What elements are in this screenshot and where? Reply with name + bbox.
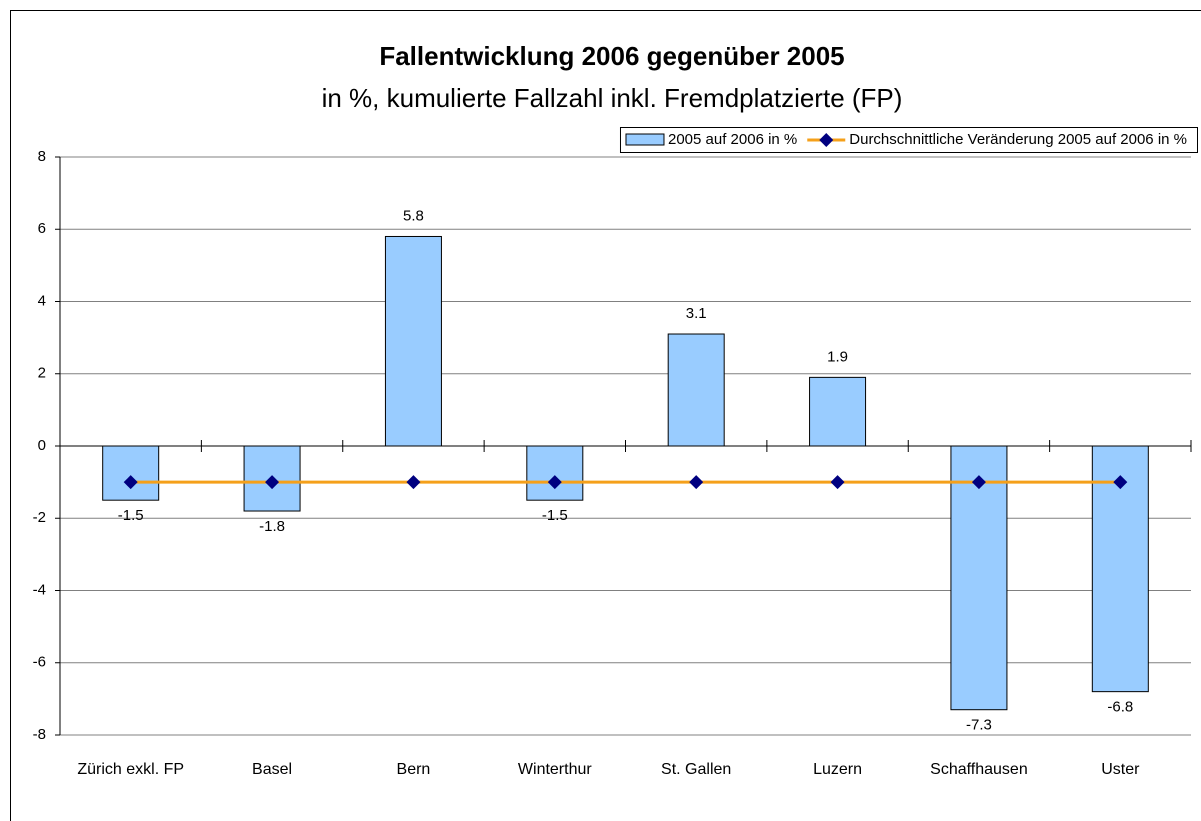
- line-marker: [830, 475, 845, 490]
- bar: [809, 376, 867, 447]
- x-tick-label: Schaffhausen: [930, 761, 1028, 778]
- bar: [384, 235, 442, 447]
- bar: [526, 445, 584, 501]
- y-tick-label: -8: [33, 726, 46, 743]
- line-marker: [123, 475, 138, 490]
- y-tick-label: -4: [33, 581, 46, 598]
- y-tick-label: -2: [33, 509, 46, 526]
- chart-subtitle: in %, kumulierte Fallzahl inkl. Fremdpla…: [322, 83, 903, 113]
- legend-swatch: [625, 133, 665, 146]
- data-label: -6.8: [1107, 699, 1133, 716]
- data-label: 1.9: [827, 348, 848, 365]
- bar: [102, 445, 160, 501]
- y-tick-label: 2: [38, 365, 46, 382]
- line-marker: [1113, 475, 1128, 490]
- data-label: -1.8: [259, 518, 285, 535]
- line-marker: [689, 475, 704, 490]
- x-tick-label: Zürich exkl. FP: [77, 761, 185, 778]
- line-marker: [406, 475, 421, 490]
- x-tick-label: St. Gallen: [661, 761, 732, 778]
- legend-marker: [819, 133, 834, 147]
- bar: [950, 445, 1008, 711]
- legend-label: Durchschnittliche Veränderung 2005 auf 2…: [849, 131, 1187, 148]
- data-label: -7.3: [966, 717, 992, 734]
- y-tick-label: -6: [33, 654, 46, 671]
- x-tick-label: Basel: [252, 761, 293, 778]
- legend-box: [619, 127, 1198, 153]
- data-label: -1.5: [542, 507, 568, 524]
- line-marker: [971, 475, 986, 490]
- chart-title: Fallentwicklung 2006 gegenüber 2005: [379, 41, 844, 71]
- data-label: -1.5: [118, 507, 144, 524]
- x-tick-label: Bern: [396, 761, 431, 778]
- legend: 2005 auf 2006 in % Durchschnittliche Verä…: [619, 127, 1198, 153]
- line-marker: [547, 475, 562, 490]
- data-label: 3.1: [686, 305, 707, 322]
- y-tick-label: 8: [38, 148, 46, 165]
- line-marker: [265, 475, 280, 490]
- bar: [667, 333, 725, 447]
- y-tick-label: 0: [38, 437, 46, 454]
- y-tick-label: 4: [38, 292, 46, 309]
- y-tick-label: 6: [38, 220, 46, 237]
- x-tick-label: Luzern: [813, 761, 863, 778]
- data-label: 5.8: [403, 207, 424, 224]
- x-tick-label: Uster: [1101, 761, 1140, 778]
- x-tick-label: Winterthur: [517, 761, 592, 778]
- legend-label: 2005 auf 2006 in %: [668, 131, 797, 148]
